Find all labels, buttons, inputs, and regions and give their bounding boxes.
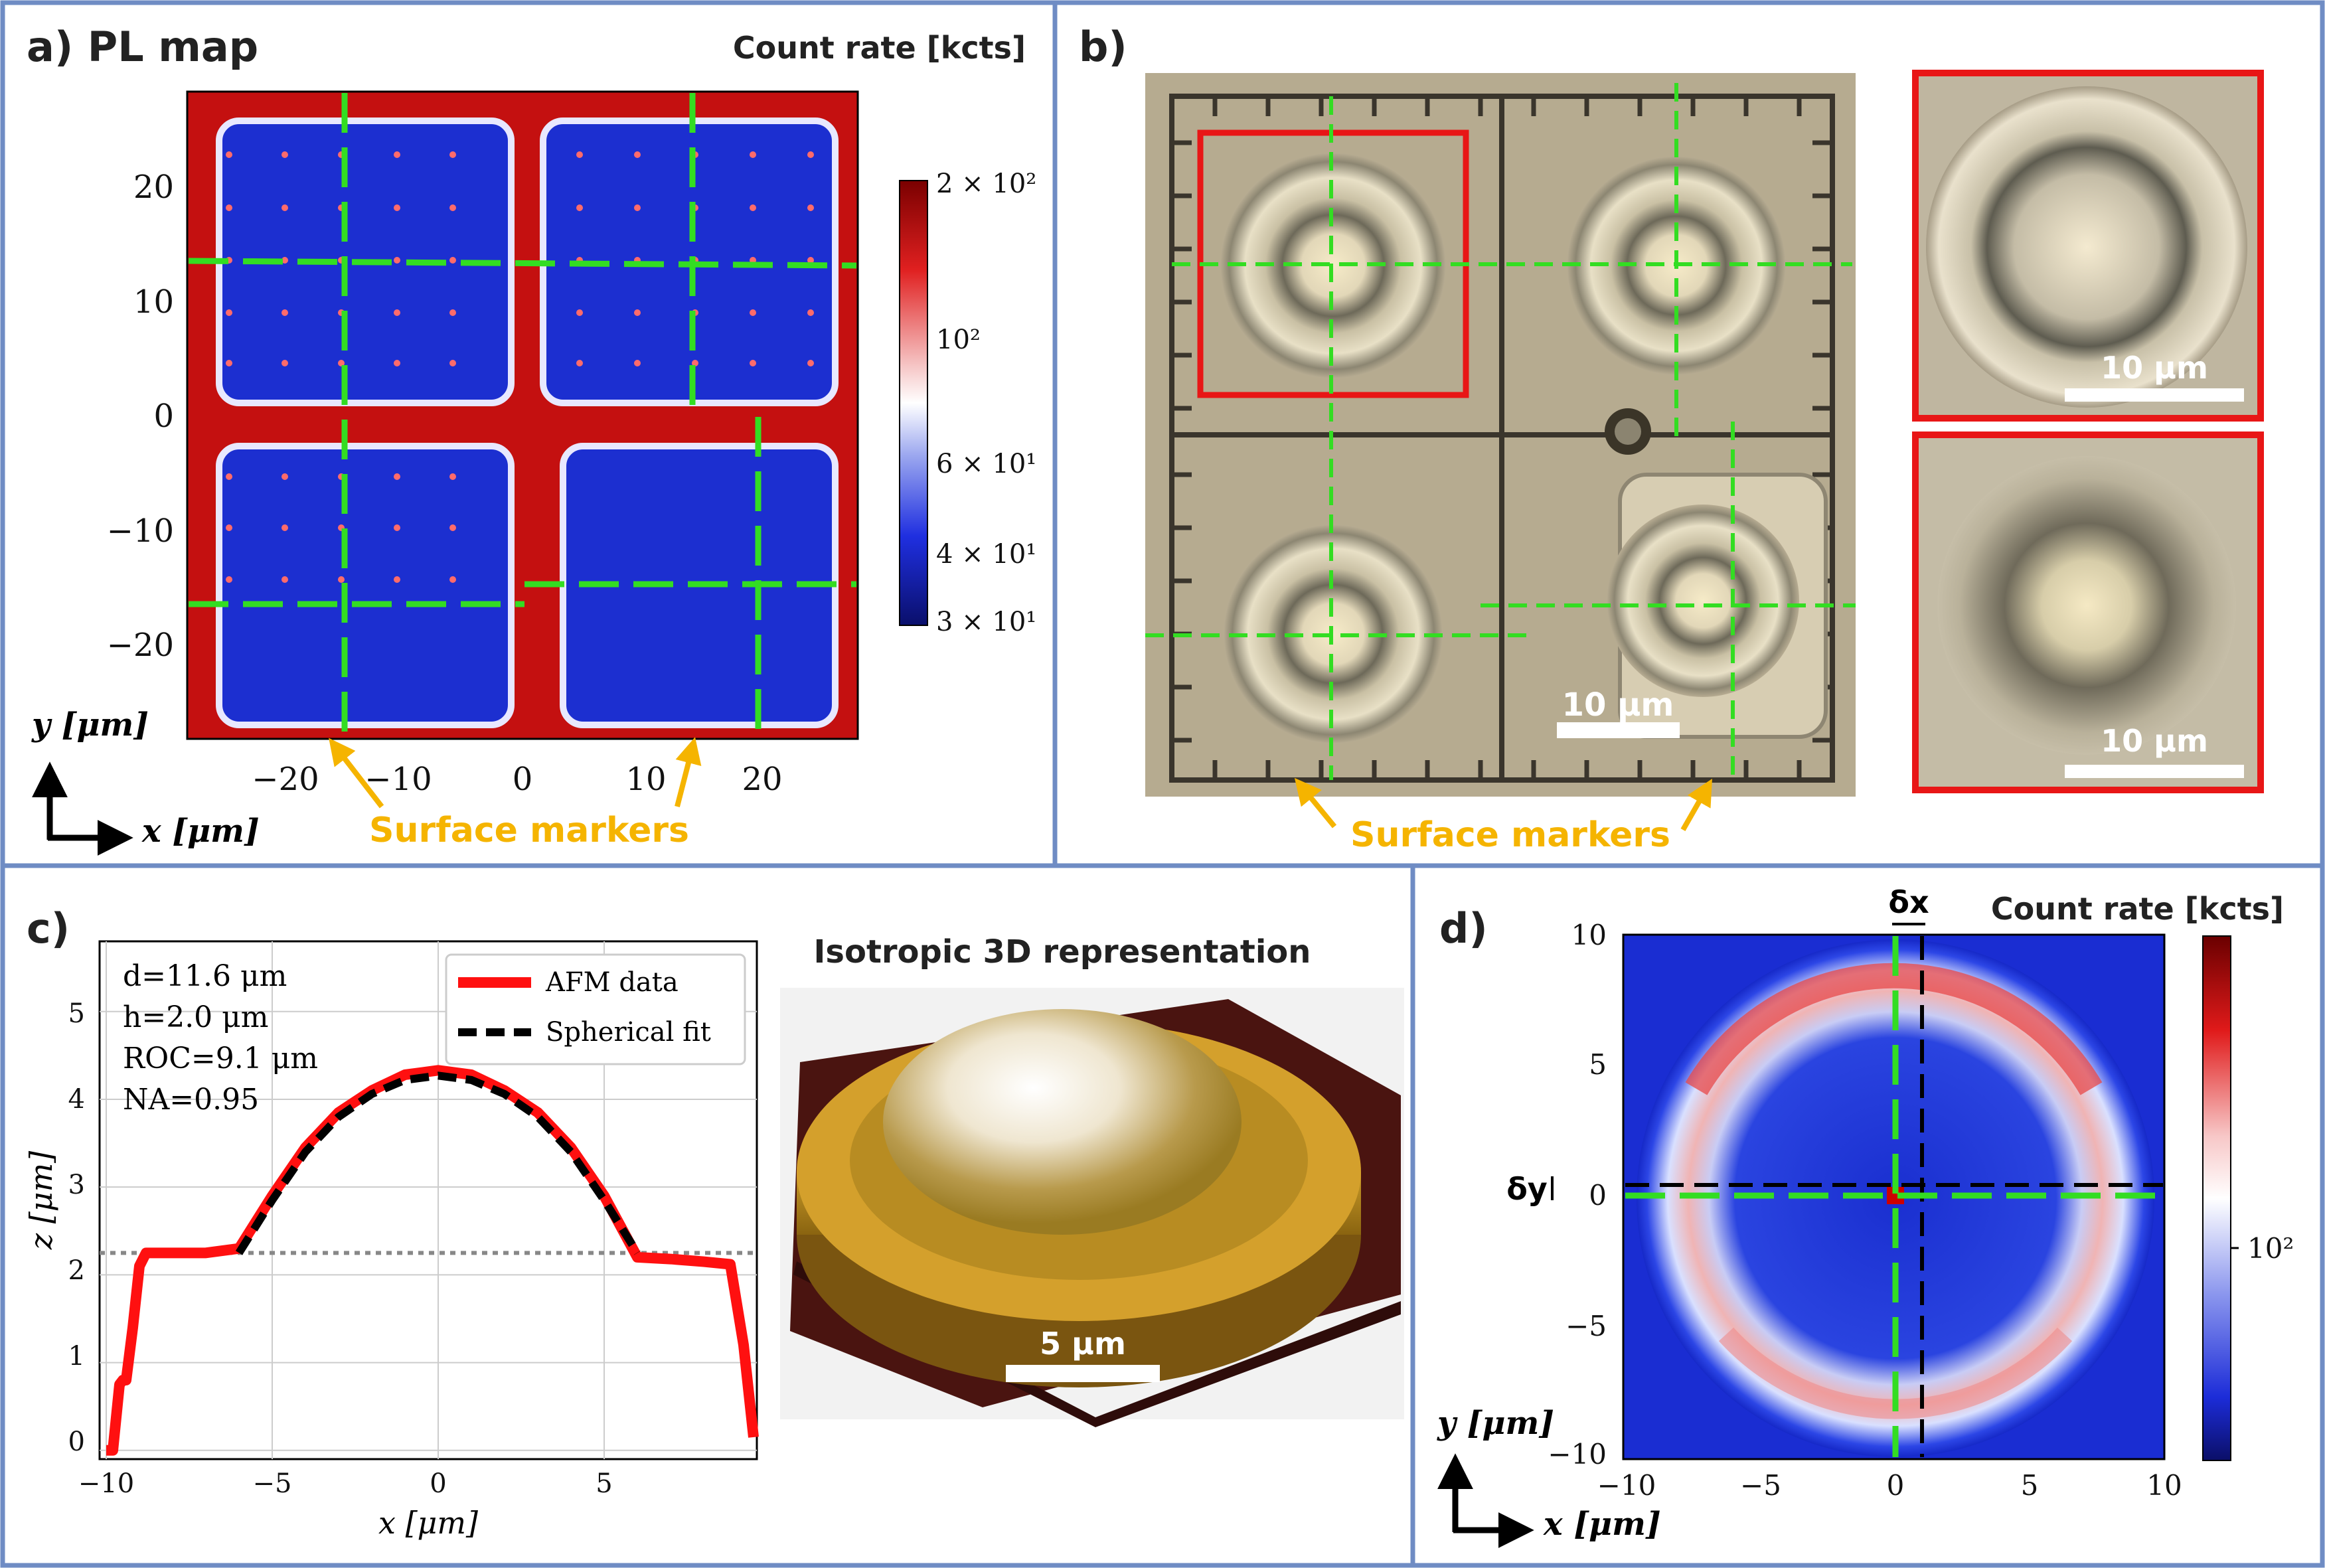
tick-label: 5 (596, 1468, 612, 1499)
tick-label: 0 (1887, 1469, 1905, 1502)
panel-d: d) Count rate [kcts] δx δy 10 5 0 −5 −10 (1437, 884, 2294, 1548)
panel-c-label: c) (27, 904, 70, 953)
tick-label: 5 (1589, 1048, 1607, 1081)
render-scale-bar: 5 μm (1040, 1326, 1126, 1362)
tick-label: 5 (68, 998, 85, 1029)
afm-legend: AFM data Spherical fit (445, 953, 746, 1065)
cbar-tick: 6 × 10¹ (936, 449, 1036, 479)
tick-label: 0 (68, 1427, 85, 1457)
y-axis-label: y [μm] (1437, 1405, 1554, 1442)
panel-c: c) AFM data Spherical fit d=11.6 μm h=2.… (23, 904, 1404, 1541)
y-axis-label: y [μm] (31, 706, 149, 744)
panel-d-x-ticks: −10 −5 0 5 10 (1597, 1469, 2182, 1502)
surface-markers-label: Surface markers (369, 811, 689, 850)
tick-label: 20 (133, 169, 174, 206)
tick-label: −5 (1740, 1469, 1781, 1502)
panel-a: a) PL map Count rate [kcts] (27, 23, 1036, 856)
panel-a-colorbar-title: Count rate [kcts] (733, 30, 1026, 66)
panel-d-y-ticks: 10 5 0 −5 −10 (1548, 919, 1607, 1470)
confocal-map (1622, 933, 2166, 1460)
pl-map (186, 90, 859, 740)
afm-plot: AFM data Spherical fit d=11.6 μm h=2.0 μ… (23, 940, 759, 1541)
tick-label: −10 (107, 512, 174, 550)
panel-b-marker-annotation: Surface markers (1294, 777, 1712, 855)
afm-y-ticks: 5 4 3 2 1 0 (68, 998, 85, 1457)
microscope-image: 10 μm (1145, 73, 1856, 797)
cbar-tick: 10² (936, 325, 981, 355)
legend-fit: Spherical fit (546, 1017, 711, 1048)
panel-d-frame (1410, 863, 2325, 1568)
surface-markers-label: Surface markers (1350, 815, 1670, 855)
inset-bottom: 10 μm (1912, 431, 2264, 793)
tick-label: 0 (513, 761, 533, 798)
cbar-tick: 4 × 10¹ (936, 539, 1036, 570)
scale-bar-main: 10 μm (1562, 686, 1674, 724)
param-roc: ROC=9.1 μm (123, 1042, 318, 1075)
panel-b-label: b) (1079, 23, 1127, 71)
tick-label: 0 (430, 1468, 446, 1499)
afm-params: d=11.6 μm h=2.0 μm ROC=9.1 μm NA=0.95 (123, 959, 318, 1117)
tick-label: −5 (253, 1468, 292, 1499)
cbar-tick: 2 × 10² (936, 169, 1036, 199)
tick-label: 0 (153, 398, 174, 435)
tick-label: 10 (133, 283, 174, 321)
tick-label: −20 (107, 627, 174, 664)
tick-label: 10 (625, 761, 666, 798)
panel-a-colorbar: 2 × 10² 10² 6 × 10¹ 4 × 10¹ 3 × 10¹ (899, 169, 1036, 637)
afm-y-label: z [μm] (23, 1151, 59, 1250)
tick-label: −10 (1597, 1469, 1656, 1502)
tick-label: 20 (742, 761, 782, 798)
param-d: d=11.6 μm (123, 959, 287, 993)
dx-label: δx (1888, 884, 1929, 920)
scale-bar-inset-bottom: 10 μm (2101, 723, 2208, 759)
scale-bar-inset-top: 10 μm (2101, 350, 2208, 386)
tick-label: 1 (68, 1341, 85, 1372)
legend-afm: AFM data (545, 967, 679, 998)
tick-label: 5 (2021, 1469, 2039, 1502)
panel-d-colorbar-title: Count rate [kcts] (1991, 891, 2284, 927)
panel-a-y-ticks: 20 10 0 −10 −20 (107, 169, 174, 664)
spherical-fit-line (235, 1071, 641, 1255)
x-axis-label: x [μm] (1543, 1506, 1661, 1543)
tick-label: 0 (1589, 1179, 1607, 1212)
panel-d-axis-arrows: y [μm] x [μm] (1437, 1405, 1661, 1548)
afm-x-label: x [μm] (378, 1505, 478, 1541)
inset-top: 10 μm (1912, 70, 2264, 422)
tick-label: −20 (252, 761, 319, 798)
tick-label: −5 (1565, 1310, 1607, 1342)
tick-label: 2 (68, 1255, 85, 1286)
tick-label: −10 (364, 761, 432, 798)
param-na: NA=0.95 (123, 1083, 259, 1117)
tick-label: 10 (1571, 919, 1607, 951)
offset-indicators: δx δy (1506, 884, 1929, 1207)
param-h: h=2.0 μm (123, 1000, 268, 1034)
panel-d-label: d) (1439, 904, 1488, 953)
afm-data-line (106, 1065, 759, 1456)
tick-label: −10 (78, 1468, 134, 1499)
panel-a-axis-arrows: y [μm] x [μm] (31, 706, 260, 856)
tick-label: −10 (1548, 1438, 1607, 1470)
panel-a-marker-annotation: Surface markers (329, 737, 702, 850)
render-title: Isotropic 3D representation (814, 933, 1311, 971)
tick-label: 3 (68, 1170, 85, 1200)
tick-label: 4 (68, 1084, 85, 1115)
panel-d-colorbar: 10² (2202, 935, 2294, 1461)
dy-label: δy (1506, 1171, 1548, 1207)
cbar-tick: 10² (2247, 1232, 2294, 1265)
panel-a-label: a) PL map (27, 23, 258, 71)
cbar-tick: 3 × 10¹ (936, 607, 1036, 637)
panel-a-x-ticks: −20 −10 0 10 20 (252, 761, 782, 798)
afm-x-ticks: −10 −5 0 5 (78, 1468, 613, 1499)
x-axis-label: x [μm] (141, 813, 260, 850)
render-3d: Isotropic 3D representation 5 μm (780, 933, 1404, 1427)
panel-b: b) (1079, 23, 2264, 855)
tick-label: 10 (2146, 1469, 2182, 1502)
